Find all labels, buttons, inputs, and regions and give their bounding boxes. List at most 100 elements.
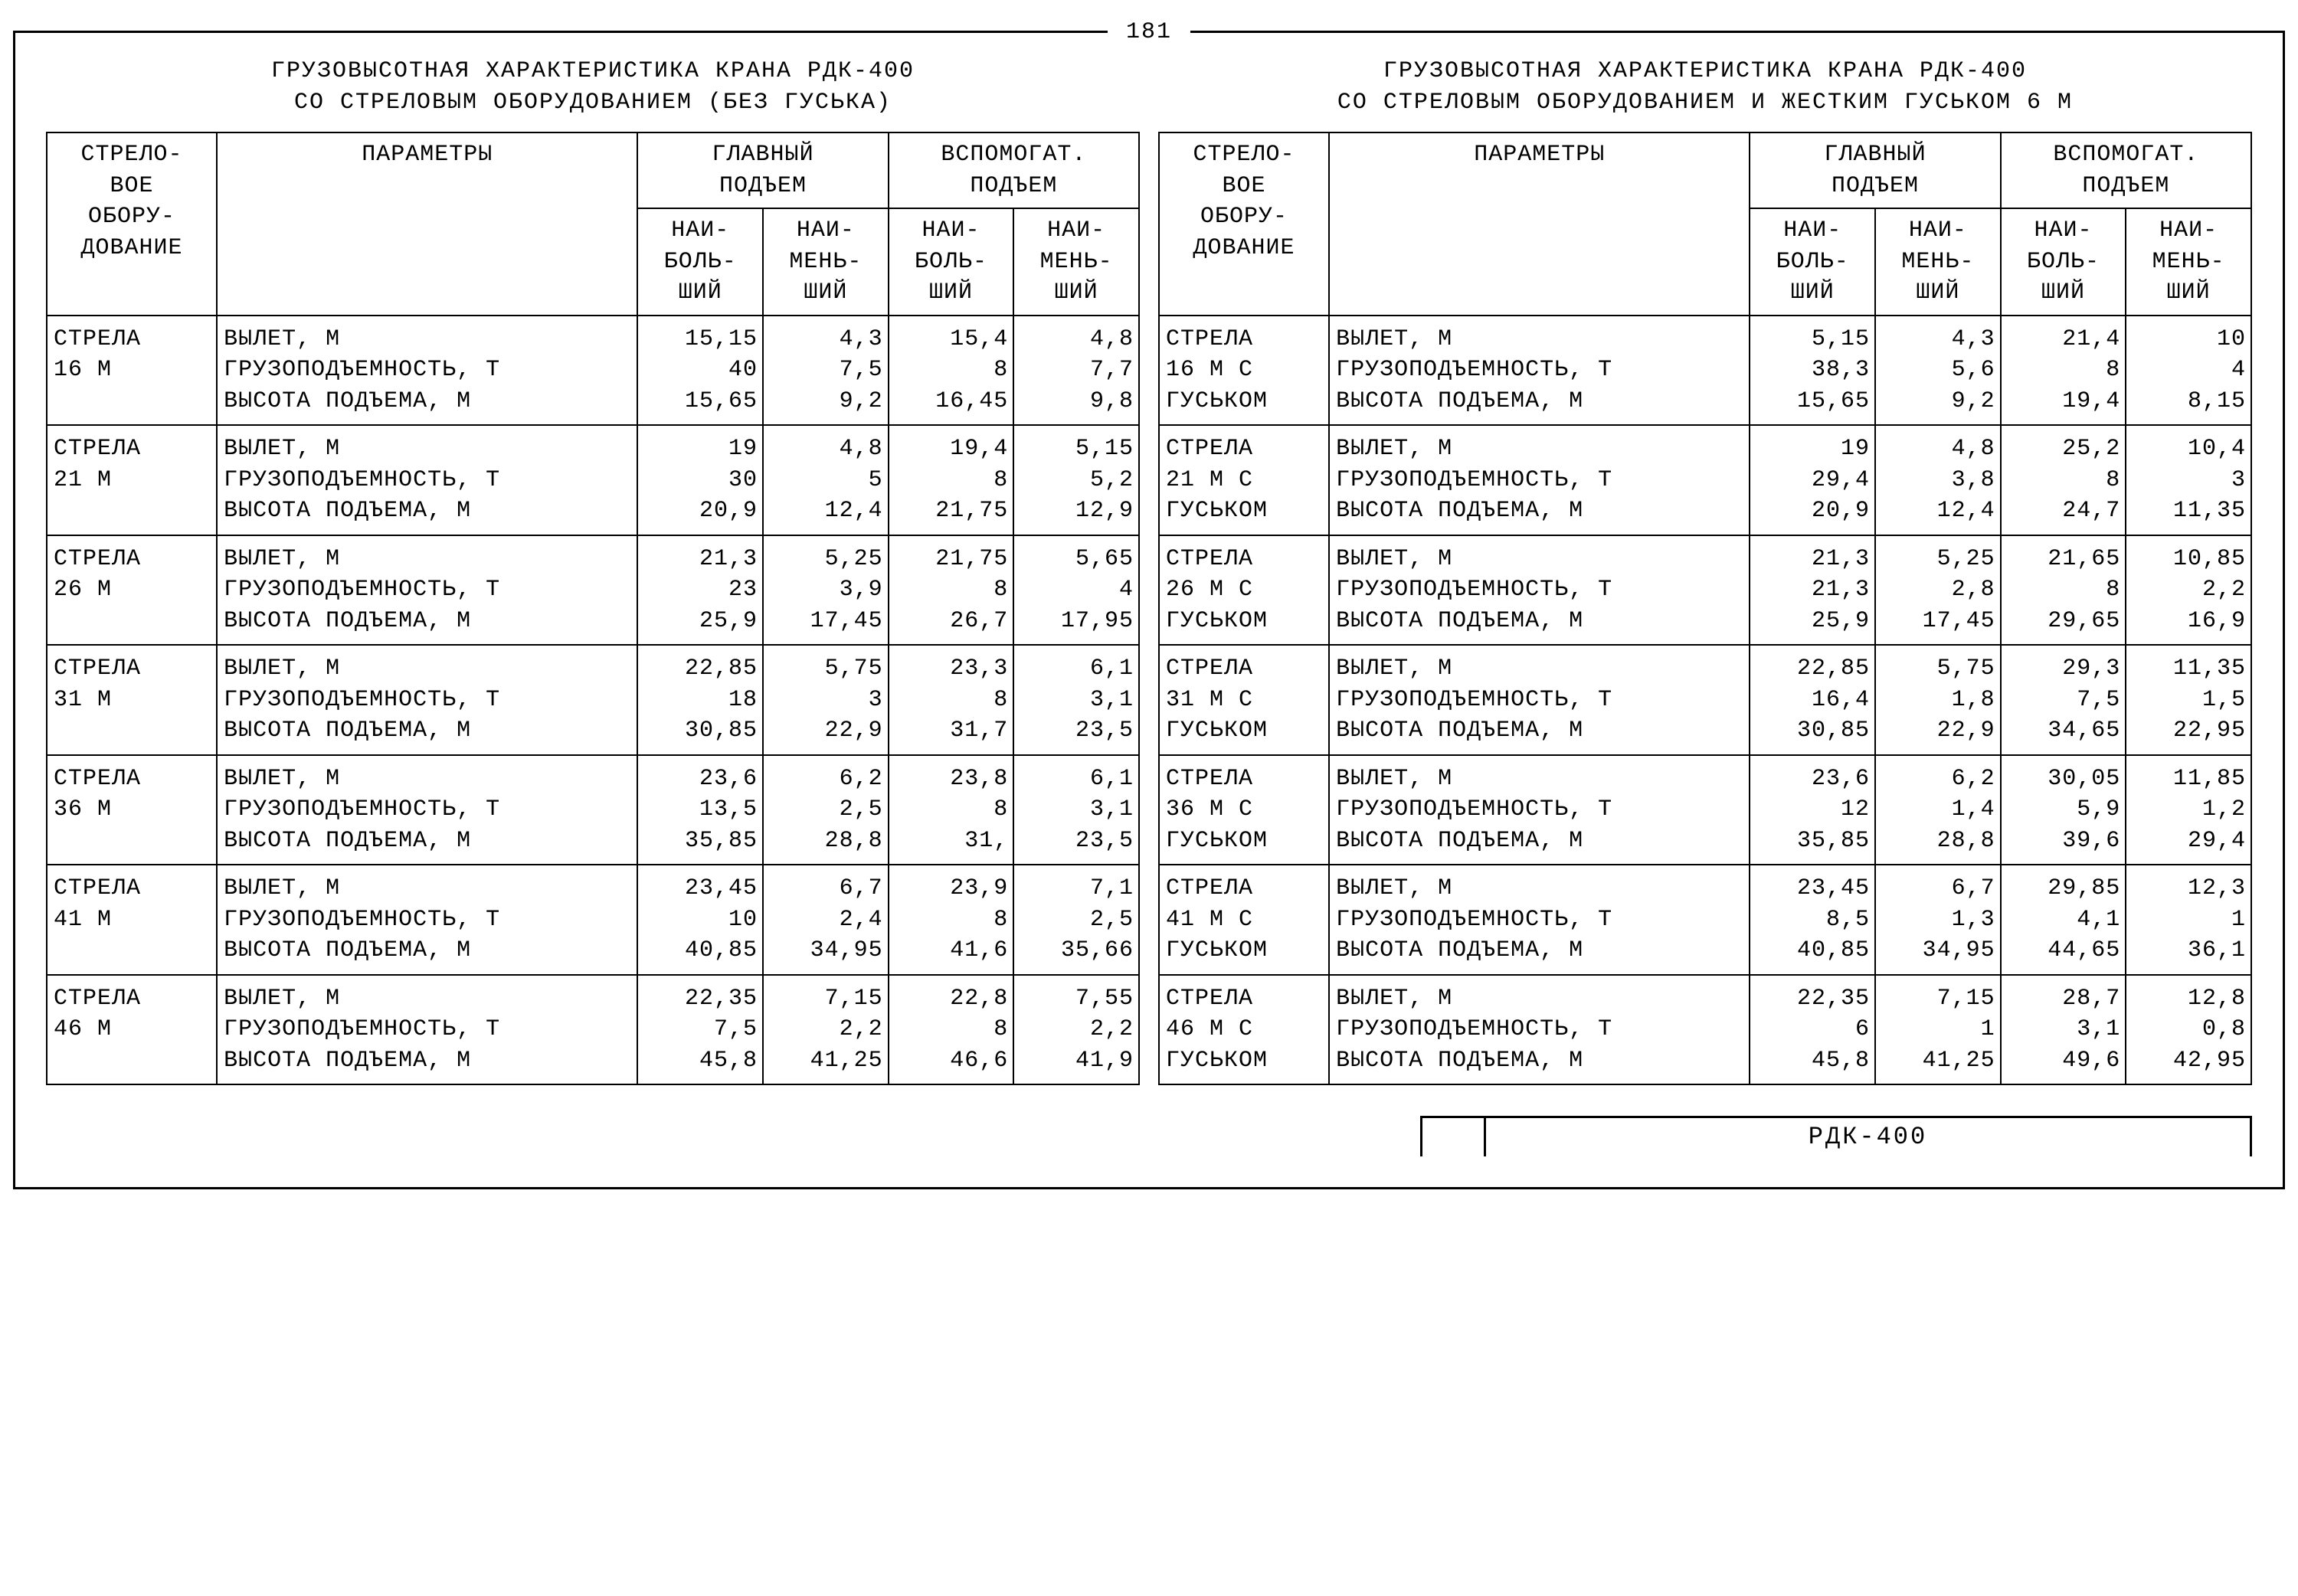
cell-equip: СТРЕЛА 46 М (47, 975, 217, 1085)
cell-main-max: 22,85 16,4 30,85 (1750, 645, 1875, 755)
table-row: СТРЕЛА 26 МВЫЛЕТ, М ГРУЗОПОДЪЕМНОСТЬ, Т … (47, 535, 1139, 646)
col-header-main-lift: ГЛАВНЫЙ ПОДЪЕМ (637, 132, 888, 208)
cell-main-min: 4,8 3,8 12,4 (1875, 425, 2001, 535)
cell-params: ВЫЛЕТ, М ГРУЗОПОДЪЕМНОСТЬ, Т ВЫСОТА ПОДЪ… (1329, 645, 1750, 755)
cell-aux-max: 21,65 8 29,65 (2001, 535, 2126, 646)
footer-label: РДК-400 (1486, 1118, 2250, 1156)
right-table-block: ГРУЗОВЫСОТНАЯ ХАРАКТЕРИСТИКА КРАНА РДК-4… (1158, 56, 2252, 1085)
cell-main-min: 7,15 2,2 41,25 (763, 975, 889, 1085)
cell-aux-max: 28,7 3,1 49,6 (2001, 975, 2126, 1085)
cell-main-min: 5,75 1,8 22,9 (1875, 645, 2001, 755)
cell-main-max: 23,45 8,5 40,85 (1750, 865, 1875, 975)
cell-equip: СТРЕЛА 21 М С ГУСЬКОМ (1159, 425, 1329, 535)
cell-main-min: 6,7 1,3 34,95 (1875, 865, 2001, 975)
cell-aux-max: 19,4 8 21,75 (889, 425, 1014, 535)
cell-main-max: 23,6 12 35,85 (1750, 755, 1875, 865)
cell-main-max: 19 30 20,9 (637, 425, 763, 535)
left-table-body: СТРЕЛА 16 МВЫЛЕТ, М ГРУЗОПОДЪЕМНОСТЬ, Т … (47, 316, 1139, 1085)
table-row: СТРЕЛА 26 М С ГУСЬКОМВЫЛЕТ, М ГРУЗОПОДЪЕ… (1159, 535, 2251, 646)
cell-aux-min: 7,55 2,2 41,9 (1013, 975, 1139, 1085)
cell-main-min: 5,25 3,9 17,45 (763, 535, 889, 646)
cell-main-max: 22,35 7,5 45,8 (637, 975, 763, 1085)
table-row: СТРЕЛА 36 МВЫЛЕТ, М ГРУЗОПОДЪЕМНОСТЬ, Т … (47, 755, 1139, 865)
cell-equip: СТРЕЛА 41 М С ГУСЬКОМ (1159, 865, 1329, 975)
cell-params: ВЫЛЕТ, М ГРУЗОПОДЪЕМНОСТЬ, Т ВЫСОТА ПОДЪ… (217, 316, 637, 426)
col-header-params: ПАРАМЕТРЫ (1329, 132, 1750, 316)
col-header-params: ПАРАМЕТРЫ (217, 132, 637, 316)
cell-aux-min: 7,1 2,5 35,66 (1013, 865, 1139, 975)
cell-aux-max: 23,8 8 31, (889, 755, 1014, 865)
cell-aux-max: 23,3 8 31,7 (889, 645, 1014, 755)
cell-params: ВЫЛЕТ, М ГРУЗОПОДЪЕМНОСТЬ, Т ВЫСОТА ПОДЪ… (217, 645, 637, 755)
cell-params: ВЫЛЕТ, М ГРУЗОПОДЪЕМНОСТЬ, Т ВЫСОТА ПОДЪ… (1329, 865, 1750, 975)
col-header-main-min: НАИ- МЕНЬ- ШИЙ (1875, 208, 2001, 316)
cell-equip: СТРЕЛА 21 М (47, 425, 217, 535)
cell-aux-min: 11,35 1,5 22,95 (2126, 645, 2251, 755)
cell-main-min: 5,75 3 22,9 (763, 645, 889, 755)
cell-params: ВЫЛЕТ, М ГРУЗОПОДЪЕМНОСТЬ, Т ВЫСОТА ПОДЪ… (217, 535, 637, 646)
cell-equip: СТРЕЛА 31 М С ГУСЬКОМ (1159, 645, 1329, 755)
cell-main-min: 7,15 1 41,25 (1875, 975, 2001, 1085)
col-header-aux-min: НАИ- МЕНЬ- ШИЙ (1013, 208, 1139, 316)
cell-aux-min: 12,8 0,8 42,95 (2126, 975, 2251, 1085)
table-row: СТРЕЛА 21 МВЫЛЕТ, М ГРУЗОПОДЪЕМНОСТЬ, Т … (47, 425, 1139, 535)
col-header-main-min: НАИ- МЕНЬ- ШИЙ (763, 208, 889, 316)
cell-aux-max: 22,8 8 46,6 (889, 975, 1014, 1085)
cell-main-min: 6,2 2,5 28,8 (763, 755, 889, 865)
cell-main-max: 22,35 6 45,8 (1750, 975, 1875, 1085)
cell-main-min: 4,3 7,5 9,2 (763, 316, 889, 426)
cell-main-min: 5,25 2,8 17,45 (1875, 535, 2001, 646)
col-header-aux-lift: ВСПОМОГАТ. ПОДЪЕМ (2001, 132, 2251, 208)
col-header-equip: СТРЕЛО- ВОЕ ОБОРУ- ДОВАНИЕ (1159, 132, 1329, 316)
cell-aux-min: 10,4 3 11,35 (2126, 425, 2251, 535)
cell-params: ВЫЛЕТ, М ГРУЗОПОДЪЕМНОСТЬ, Т ВЫСОТА ПОДЪ… (217, 425, 637, 535)
cell-aux-min: 5,15 5,2 12,9 (1013, 425, 1139, 535)
tables-row: ГРУЗОВЫСОТНАЯ ХАРАКТЕРИСТИКА КРАНА РДК-4… (46, 56, 2252, 1085)
cell-params: ВЫЛЕТ, М ГРУЗОПОДЪЕМНОСТЬ, Т ВЫСОТА ПОДЪ… (217, 975, 637, 1085)
cell-aux-max: 29,85 4,1 44,65 (2001, 865, 2126, 975)
cell-params: ВЫЛЕТ, М ГРУЗОПОДЪЕМНОСТЬ, Т ВЫСОТА ПОДЪ… (1329, 316, 1750, 426)
cell-main-max: 23,45 10 40,85 (637, 865, 763, 975)
cell-aux-min: 10 4 8,15 (2126, 316, 2251, 426)
cell-equip: СТРЕЛА 31 М (47, 645, 217, 755)
footer-cell-left (1422, 1118, 1486, 1156)
footer-box: РДК-400 (46, 1116, 2252, 1156)
right-table-title: ГРУЗОВЫСОТНАЯ ХАРАКТЕРИСТИКА КРАНА РДК-4… (1158, 56, 2252, 118)
cell-aux-min: 4,8 7,7 9,8 (1013, 316, 1139, 426)
cell-main-min: 6,2 1,4 28,8 (1875, 755, 2001, 865)
table-row: СТРЕЛА 16 МВЫЛЕТ, М ГРУЗОПОДЪЕМНОСТЬ, Т … (47, 316, 1139, 426)
table-row: СТРЕЛА 21 М С ГУСЬКОМВЫЛЕТ, М ГРУЗОПОДЪЕ… (1159, 425, 2251, 535)
cell-equip: СТРЕЛА 41 М (47, 865, 217, 975)
cell-main-min: 4,3 5,6 9,2 (1875, 316, 2001, 426)
cell-aux-max: 23,9 8 41,6 (889, 865, 1014, 975)
col-header-equip: СТРЕЛО- ВОЕ ОБОРУ- ДОВАНИЕ (47, 132, 217, 316)
col-header-aux-max: НАИ- БОЛЬ- ШИЙ (889, 208, 1014, 316)
cell-aux-min: 5,65 4 17,95 (1013, 535, 1139, 646)
cell-main-max: 15,15 40 15,65 (637, 316, 763, 426)
cell-main-max: 21,3 23 25,9 (637, 535, 763, 646)
cell-main-max: 19 29,4 20,9 (1750, 425, 1875, 535)
cell-equip: СТРЕЛА 36 М (47, 755, 217, 865)
cell-equip: СТРЕЛА 16 М (47, 316, 217, 426)
cell-main-max: 22,85 18 30,85 (637, 645, 763, 755)
col-header-main-max: НАИ- БОЛЬ- ШИЙ (637, 208, 763, 316)
right-table: СТРЕЛО- ВОЕ ОБОРУ- ДОВАНИЕ ПАРАМЕТРЫ ГЛА… (1158, 132, 2252, 1085)
cell-aux-min: 10,85 2,2 16,9 (2126, 535, 2251, 646)
cell-aux-max: 29,3 7,5 34,65 (2001, 645, 2126, 755)
cell-params: ВЫЛЕТ, М ГРУЗОПОДЪЕМНОСТЬ, Т ВЫСОТА ПОДЪ… (217, 755, 637, 865)
page-frame: 181 ГРУЗОВЫСОТНАЯ ХАРАКТЕРИСТИКА КРАНА Р… (13, 31, 2285, 1189)
cell-aux-max: 21,75 8 26,7 (889, 535, 1014, 646)
table-row: СТРЕЛА 31 МВЫЛЕТ, М ГРУЗОПОДЪЕМНОСТЬ, Т … (47, 645, 1139, 755)
table-row: СТРЕЛА 41 М С ГУСЬКОМВЫЛЕТ, М ГРУЗОПОДЪЕ… (1159, 865, 2251, 975)
cell-aux-max: 30,05 5,9 39,6 (2001, 755, 2126, 865)
cell-main-min: 6,7 2,4 34,95 (763, 865, 889, 975)
cell-aux-min: 6,1 3,1 23,5 (1013, 645, 1139, 755)
col-header-aux-lift: ВСПОМОГАТ. ПОДЪЕМ (889, 132, 1139, 208)
table-row: СТРЕЛА 36 М С ГУСЬКОМВЫЛЕТ, М ГРУЗОПОДЪЕ… (1159, 755, 2251, 865)
table-row: СТРЕЛА 46 М С ГУСЬКОМВЫЛЕТ, М ГРУЗОПОДЪЕ… (1159, 975, 2251, 1085)
table-row: СТРЕЛА 46 МВЫЛЕТ, М ГРУЗОПОДЪЕМНОСТЬ, Т … (47, 975, 1139, 1085)
cell-equip: СТРЕЛА 16 М С ГУСЬКОМ (1159, 316, 1329, 426)
page-number: 181 (1108, 19, 1190, 45)
cell-aux-max: 15,4 8 16,45 (889, 316, 1014, 426)
col-header-main-lift: ГЛАВНЫЙ ПОДЪЕМ (1750, 132, 2000, 208)
